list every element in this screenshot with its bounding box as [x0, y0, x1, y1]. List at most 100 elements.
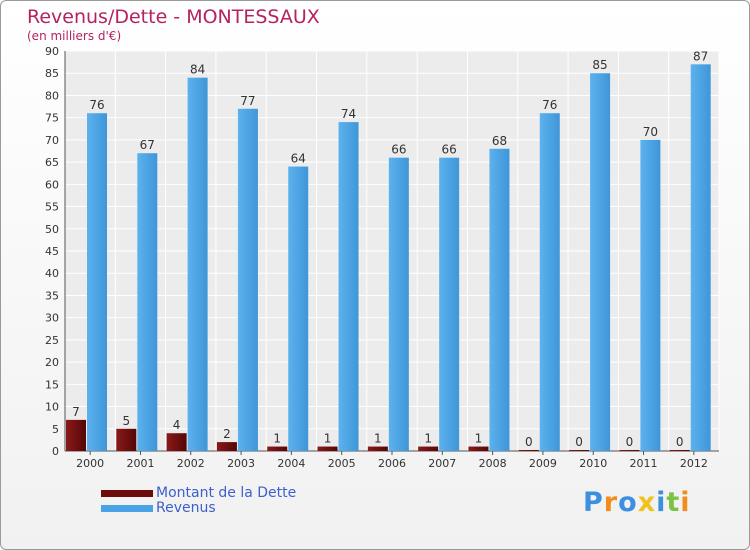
x-tick-label: 2012: [680, 457, 708, 470]
data-label: 0: [676, 435, 684, 449]
bar-dette: [367, 446, 388, 451]
x-tick-label: 2007: [428, 457, 456, 470]
y-tick-label: 15: [45, 378, 59, 391]
data-label: 76: [89, 98, 104, 112]
bar-revenus: [690, 64, 711, 452]
bar-dette: [518, 450, 539, 451]
y-tick-label: 0: [52, 445, 59, 458]
data-label: 66: [391, 143, 406, 157]
bar-revenus: [237, 108, 258, 452]
data-label: 84: [190, 63, 205, 77]
data-label: 67: [140, 138, 155, 152]
bar-dette: [669, 450, 690, 451]
bar-revenus: [388, 157, 409, 451]
y-tick-label: 40: [45, 267, 59, 280]
data-label: 74: [341, 107, 356, 121]
data-label: 7: [72, 405, 80, 419]
data-label: 0: [575, 435, 583, 449]
legend-swatch-revenus: [101, 505, 153, 512]
x-tick-label: 2004: [277, 457, 305, 470]
data-label: 1: [273, 432, 281, 446]
y-tick-label: 45: [45, 245, 59, 258]
logo-letter: t: [666, 487, 681, 518]
y-tick-label: 80: [45, 89, 59, 102]
bar-dette: [66, 419, 86, 451]
bar-dette: [418, 446, 439, 451]
bar-dette: [267, 446, 288, 451]
data-label: 87: [693, 49, 708, 63]
chart-title: Revenus/Dette - MONTESSAUX: [27, 6, 320, 28]
y-tick-label: 50: [45, 223, 59, 236]
legend-label-dette: Montant de la Dette: [156, 485, 297, 501]
data-label: 2: [223, 427, 231, 441]
y-tick-label: 10: [45, 401, 59, 414]
x-tick-label: 2000: [76, 457, 104, 470]
bar-revenus: [539, 113, 560, 451]
y-tick-label: 20: [45, 356, 59, 369]
data-label: 64: [291, 152, 306, 166]
logo-letter: i: [656, 487, 667, 518]
data-label: 70: [643, 125, 658, 139]
bar-dette: [569, 450, 590, 451]
data-label: 1: [324, 432, 332, 446]
bar-dette: [116, 428, 137, 451]
bar-dette: [468, 446, 489, 451]
y-tick-label: 85: [45, 67, 59, 80]
x-tick-label: 2003: [227, 457, 255, 470]
data-label: 76: [542, 98, 557, 112]
x-tick-label: 2009: [529, 457, 557, 470]
bar-revenus: [640, 139, 661, 451]
bar-revenus: [137, 153, 158, 451]
bar-revenus: [439, 157, 460, 451]
logo-letter: r: [603, 487, 619, 518]
proxiti-logo: Proxiti: [583, 487, 691, 518]
x-tick-label: 2010: [579, 457, 607, 470]
bar-revenus: [489, 148, 510, 451]
y-tick-label: 35: [45, 289, 59, 302]
y-tick-label: 5: [52, 423, 59, 436]
logo-letter: x: [637, 487, 657, 518]
bar-revenus: [187, 77, 208, 452]
y-tick-label: 55: [45, 201, 59, 214]
bar-revenus: [87, 113, 107, 451]
y-tick-label: 30: [45, 312, 59, 325]
bar-revenus: [590, 73, 611, 451]
logo-letter: i: [680, 487, 691, 518]
bar-dette: [216, 442, 237, 451]
x-tick-label: 2002: [177, 457, 205, 470]
data-label: 77: [240, 94, 255, 108]
data-label: 68: [492, 134, 507, 148]
x-tick-label: 2011: [630, 457, 658, 470]
legend-label-revenus: Revenus: [156, 500, 216, 516]
y-tick-label: 90: [45, 45, 59, 58]
bar-revenus: [338, 122, 359, 451]
x-tick-label: 2008: [479, 457, 507, 470]
chart-subtitle: (en milliers d'€): [27, 29, 122, 43]
bar-revenus: [288, 166, 309, 452]
y-tick-label: 25: [45, 334, 59, 347]
data-label: 1: [475, 432, 483, 446]
y-tick-label: 70: [45, 134, 59, 147]
logo-letter: P: [583, 487, 604, 518]
x-tick-label: 2005: [328, 457, 356, 470]
data-label: 1: [374, 432, 382, 446]
y-tick-label: 65: [45, 156, 59, 169]
logo-letter: o: [618, 487, 638, 518]
data-label: 1: [424, 432, 432, 446]
x-tick-label: 2001: [126, 457, 154, 470]
y-tick-label: 60: [45, 178, 59, 191]
legend-swatch-dette: [101, 490, 153, 497]
bar-dette: [317, 446, 338, 451]
data-label: 85: [592, 58, 607, 72]
y-tick-label: 75: [45, 112, 59, 125]
data-label: 4: [173, 418, 181, 432]
x-tick-label: 2006: [378, 457, 406, 470]
data-label: 5: [122, 414, 130, 428]
bar-dette: [166, 433, 187, 451]
bar-dette: [619, 450, 640, 451]
data-label: 0: [525, 435, 533, 449]
data-label: 66: [442, 143, 457, 157]
data-label: 0: [626, 435, 634, 449]
